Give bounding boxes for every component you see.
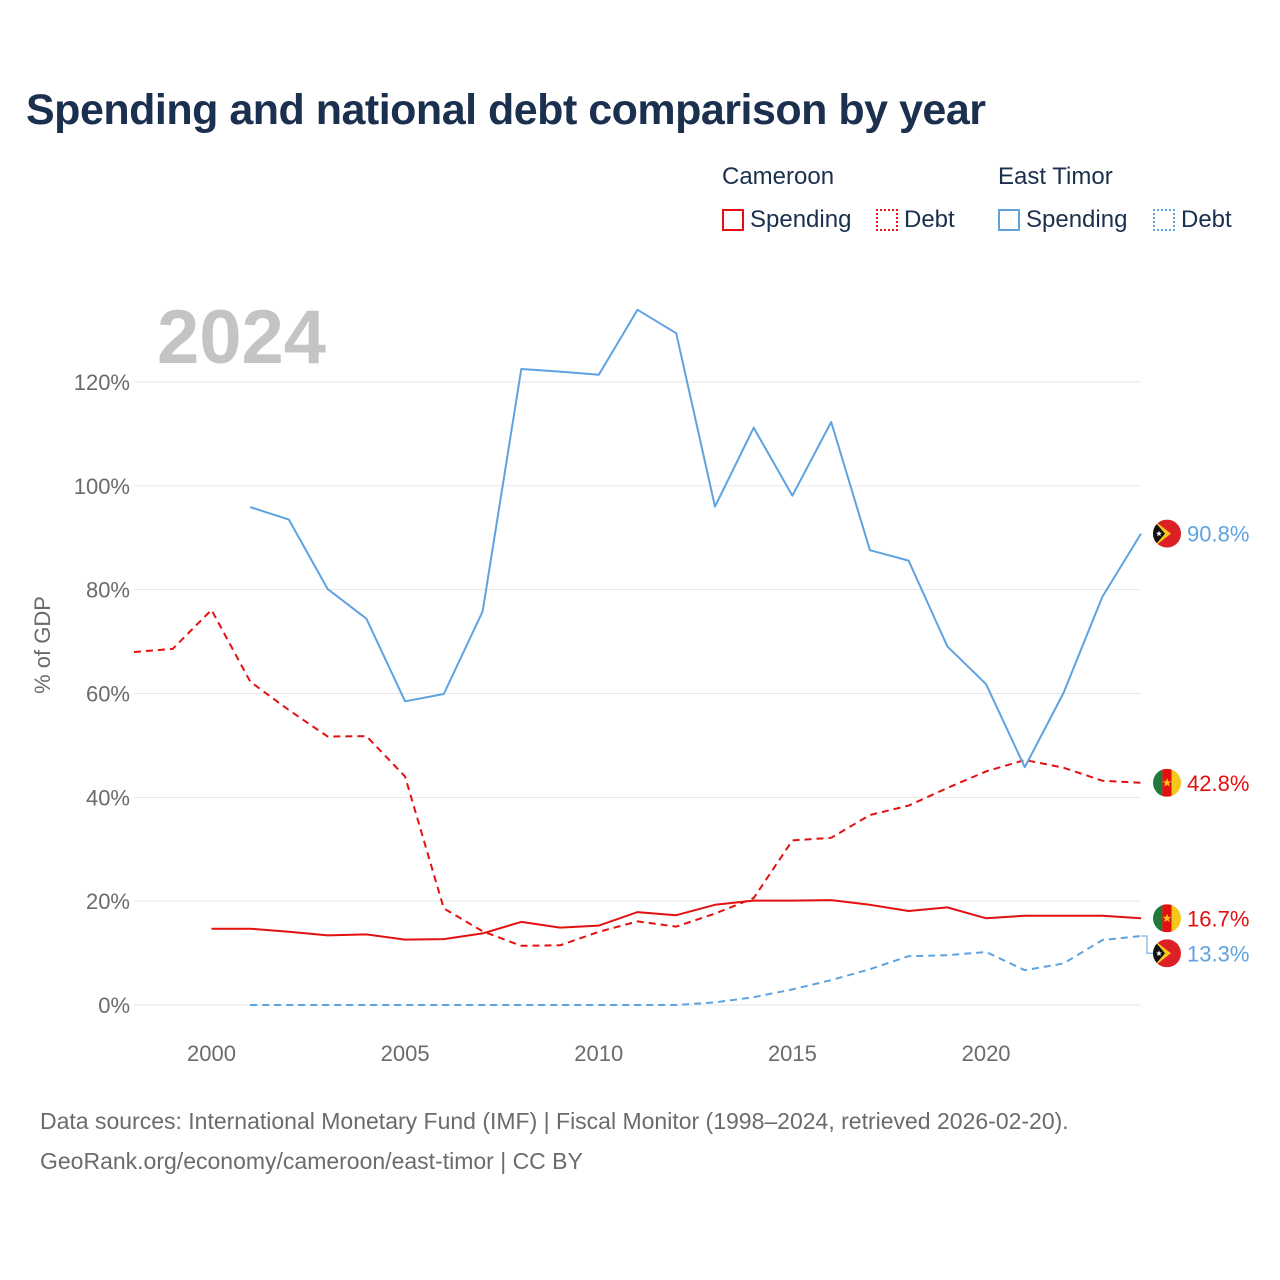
y-tick-label: 0% (98, 993, 130, 1018)
end-value-label: 16.7% (1187, 906, 1249, 931)
series-line-cameroon-spending[interactable] (211, 899, 1142, 941)
x-tick-label: 2020 (962, 1041, 1011, 1066)
credit-note[interactable]: GeoRank.org/economy/cameroon/east-timor … (40, 1148, 583, 1174)
cameroon-flag-icon (1153, 769, 1181, 797)
x-tick-label: 2000 (187, 1041, 236, 1066)
x-tick-label: 2005 (381, 1041, 430, 1066)
series-line-east-timor-spending[interactable] (249, 308, 1142, 769)
end-labels: 90.8% 42.8% 16.7% 13.3% (1141, 520, 1249, 968)
legend-swatch-solid-blue (998, 209, 1020, 231)
y-axis-label: % of GDP (30, 596, 55, 694)
legend-label: Debt (904, 206, 955, 233)
series-line-cameroon-debt[interactable] (133, 608, 1142, 947)
x-tick-label: 2010 (574, 1041, 623, 1066)
label-leader-line (1141, 935, 1153, 954)
legend-east-timor-debt[interactable]: Debt (1153, 205, 1232, 235)
legend-swatch-solid-red (722, 209, 744, 231)
year-label: 2024 (157, 295, 326, 380)
series-line-east-timor-debt[interactable] (250, 935, 1142, 1006)
end-value-label: 13.3% (1187, 941, 1249, 966)
legend-label: Debt (1181, 206, 1232, 233)
y-tick-label: 100% (74, 474, 130, 499)
legend-swatch-dotted-red (876, 209, 898, 231)
east-timor-flag-icon (1153, 520, 1181, 548)
series-lines (133, 308, 1142, 1006)
legend-cameroon-spending[interactable]: Spending (722, 205, 851, 235)
end-value-label: 90.8% (1187, 522, 1249, 547)
x-tick-label: 2015 (768, 1041, 817, 1066)
y-tick-label: 80% (86, 578, 130, 603)
legend-cameroon-debt[interactable]: Debt (876, 205, 955, 235)
cameroon-flag-icon (1153, 904, 1181, 932)
legend-group-cameroon: Cameroon (722, 163, 835, 190)
end-value-label: 42.8% (1187, 771, 1249, 796)
y-tick-label: 40% (86, 785, 130, 810)
legend-east-timor-spending[interactable]: Spending (998, 205, 1127, 235)
chart-title: Spending and national debt comparison by… (26, 86, 986, 134)
y-tick-label: 20% (86, 889, 130, 914)
legend-swatch-dotted-blue (1153, 209, 1175, 231)
source-note: Data sources: International Monetary Fun… (40, 1108, 1069, 1134)
legend-label: Spending (750, 206, 852, 233)
legend-label: Spending (1026, 206, 1128, 233)
y-axis: 0% 20% 40% 60% 80% 100% 120% (74, 370, 130, 1018)
y-tick-label: 60% (86, 682, 130, 707)
east-timor-flag-icon (1153, 939, 1181, 967)
x-axis: 2000 2005 2010 2015 2020 (187, 1041, 1011, 1066)
legend-group-east-timor: East Timor (998, 163, 1113, 190)
y-tick-label: 120% (74, 370, 130, 395)
